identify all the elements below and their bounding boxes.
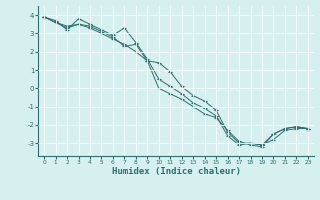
X-axis label: Humidex (Indice chaleur): Humidex (Indice chaleur) <box>111 167 241 176</box>
